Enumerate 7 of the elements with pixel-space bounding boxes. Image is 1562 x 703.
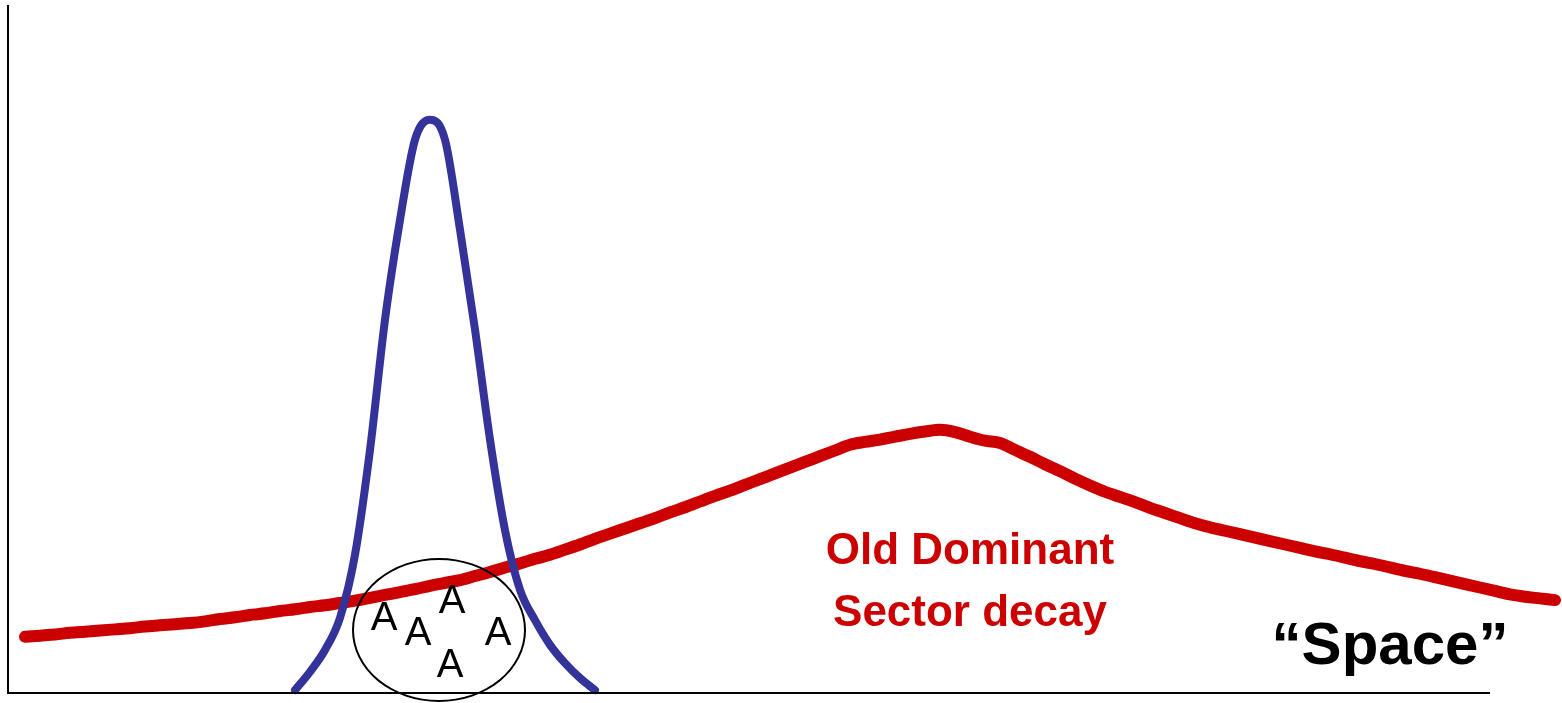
series-label: Old Dominant Sector decay — [824, 523, 1116, 637]
annotation: A — [404, 609, 432, 653]
annotation: A — [484, 609, 512, 653]
annotation: A — [438, 577, 466, 621]
annotation: A — [370, 594, 398, 638]
annotation: A — [436, 641, 464, 685]
x-axis-title: “Space” — [1270, 609, 1510, 679]
